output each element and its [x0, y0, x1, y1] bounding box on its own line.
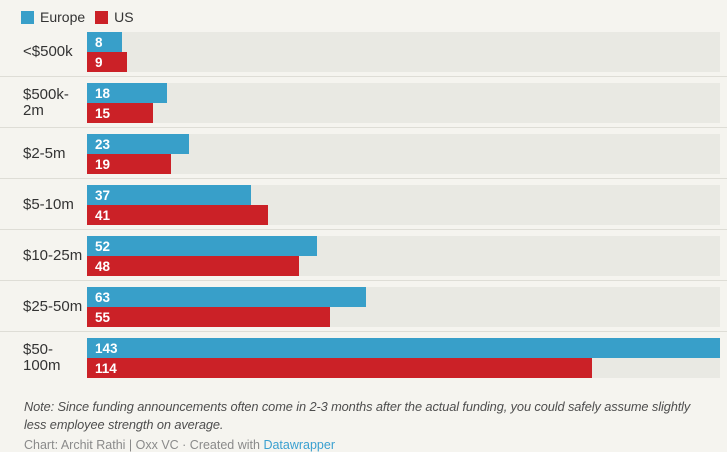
chart-note: Note: Since funding announcements often …: [24, 399, 691, 432]
chart-row: $10-25m 52 48: [0, 230, 727, 281]
bar-europe[interactable]: 37: [87, 185, 251, 205]
category-label: $10-25m: [23, 246, 83, 264]
chart-row: $2-5m 23 19: [0, 128, 727, 179]
chart-row: $500k-2m 18 15: [0, 77, 727, 128]
category-label: $25-50m: [23, 297, 83, 315]
legend-swatch-europe: [21, 10, 34, 24]
chart-row: $50-100m 143 114: [0, 332, 727, 382]
bar-value-label: 15: [95, 105, 111, 121]
credit-text: Chart: Archit Rathi | Oxx VC · Created w…: [24, 437, 264, 452]
bar-value-label: 23: [95, 136, 111, 152]
bar-value-label: 114: [95, 360, 117, 376]
bar-us[interactable]: 19: [87, 154, 172, 174]
bar-value-label: 41: [95, 207, 111, 223]
category-label: $50-100m: [23, 340, 61, 374]
chart-credit: Chart: Archit Rathi | Oxx VC · Created w…: [24, 438, 703, 452]
bar-value-label: 55: [95, 309, 111, 325]
chart-footer: Note: Since funding announcements often …: [0, 382, 727, 452]
bar-us[interactable]: 41: [87, 205, 269, 225]
bar-us[interactable]: 114: [87, 358, 592, 378]
bar-value-label: 18: [95, 85, 111, 101]
bar-track: 143 114: [87, 338, 720, 378]
bar-us[interactable]: 48: [87, 256, 300, 276]
chart-row: $25-50m 63 55: [0, 281, 727, 332]
bar-value-label: 63: [95, 289, 111, 305]
bar-value-label: 48: [95, 258, 111, 274]
legend-item-europe: Europe: [21, 9, 85, 25]
legend: Europe US: [0, 0, 727, 26]
bar-track: 63 55: [87, 287, 720, 327]
chart-row: <$500k 8 9: [0, 26, 727, 77]
bar-value-label: 19: [95, 156, 111, 172]
category-label: $5-10m: [23, 195, 74, 213]
bar-value-label: 143: [95, 340, 118, 356]
bar-europe[interactable]: 63: [87, 287, 366, 307]
datawrapper-link[interactable]: Datawrapper: [263, 437, 336, 452]
category-label: $2-5m: [23, 144, 66, 162]
legend-swatch-us: [95, 10, 109, 24]
bar-europe[interactable]: 18: [87, 83, 167, 103]
bar-value-label: 37: [95, 187, 111, 203]
category-label: $500k-2m: [23, 85, 69, 119]
chart-row: $5-10m 37 41: [0, 179, 727, 230]
bar-value-label: 9: [95, 54, 103, 70]
bar-track: 37 41: [87, 185, 720, 225]
plot-area: <$500k 8 9 $500k-2m 18 15 $2-5m 23 19 $5-10m 37 41 $…: [0, 26, 727, 382]
bar-europe[interactable]: 8: [87, 32, 123, 52]
bar-europe[interactable]: 52: [87, 236, 318, 256]
legend-label: US: [114, 9, 134, 25]
bar-track: 18 15: [87, 83, 720, 123]
legend-item-us: US: [95, 9, 134, 25]
category-label: <$500k: [23, 42, 73, 60]
bar-track: 52 48: [87, 236, 720, 276]
bar-value-label: 52: [95, 238, 111, 254]
bar-europe[interactable]: 143: [87, 338, 720, 358]
bar-us[interactable]: 55: [87, 307, 331, 327]
legend-label: Europe: [40, 9, 86, 25]
bar-us[interactable]: 15: [87, 103, 154, 123]
bar-europe[interactable]: 23: [87, 134, 189, 154]
bar-us[interactable]: 9: [87, 52, 127, 72]
bar-value-label: 8: [95, 34, 103, 50]
bar-track: 23 19: [87, 134, 720, 174]
